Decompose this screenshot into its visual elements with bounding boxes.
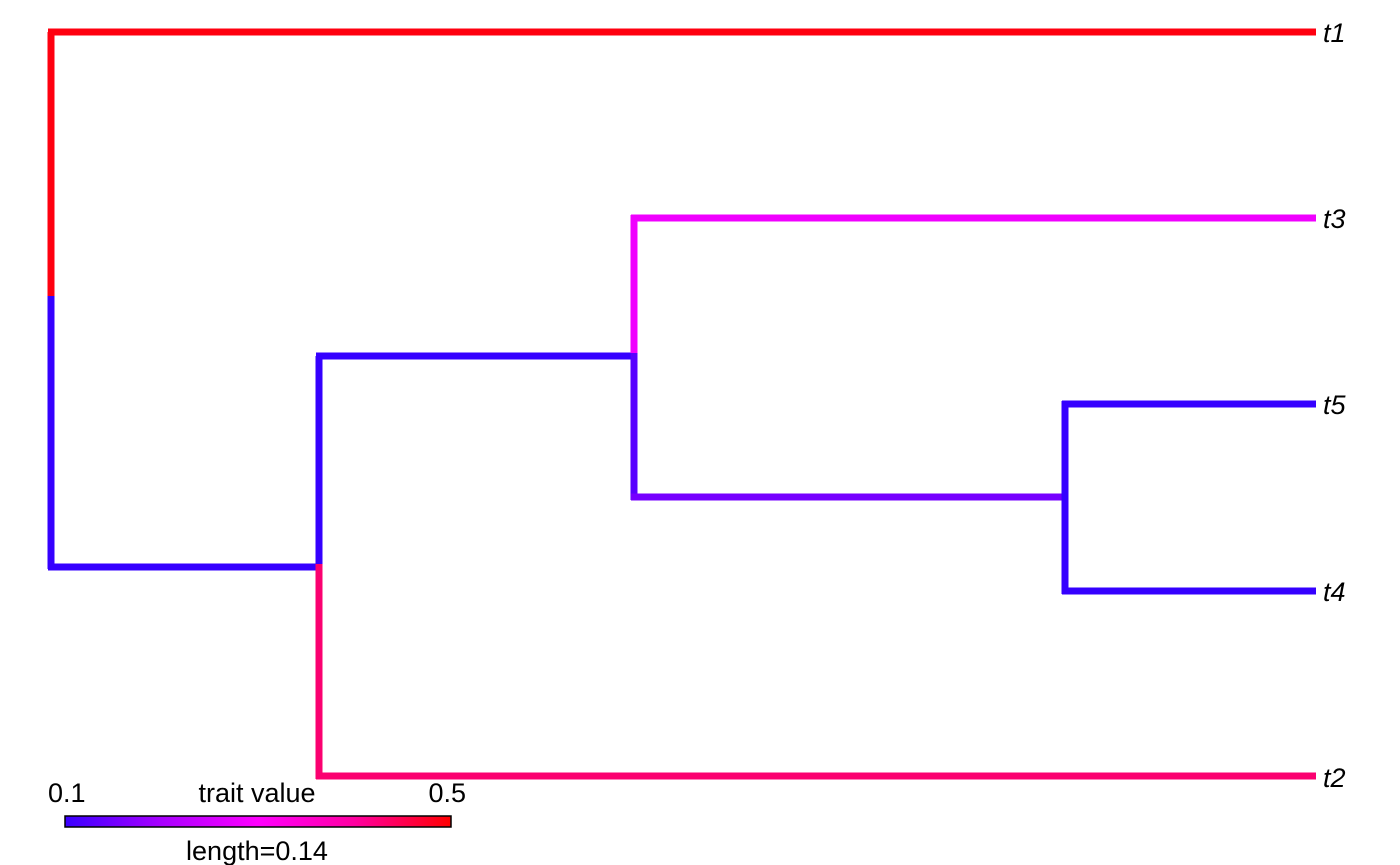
tip-labels: t1 t3 t5 t4 t2 xyxy=(1323,18,1347,793)
tip-label-t5: t5 xyxy=(1323,390,1347,420)
legend-title: trait value xyxy=(198,778,315,808)
legend-color-bar xyxy=(64,815,452,828)
tip-label-t4: t4 xyxy=(1323,577,1346,607)
legend-length-label: length=0.14 xyxy=(186,836,328,865)
tip-label-t2: t2 xyxy=(1323,763,1346,793)
legend-max-label: 0.5 xyxy=(428,778,466,808)
tree-branches xyxy=(47,28,1316,780)
tip-label-t1: t1 xyxy=(1323,18,1346,48)
tip-label-t3: t3 xyxy=(1323,204,1346,234)
color-legend: 0.1 trait value 0.5 length=0.14 xyxy=(48,778,466,865)
legend-min-label: 0.1 xyxy=(48,778,86,808)
